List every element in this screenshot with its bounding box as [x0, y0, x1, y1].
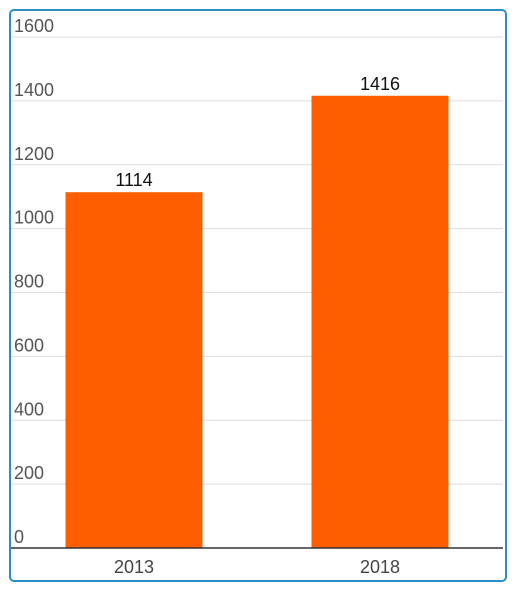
- y-tick-label-1600: 1600: [14, 16, 54, 36]
- bar-2013: [65, 192, 203, 548]
- y-tick-label-0: 0: [14, 527, 24, 547]
- data-labels: 1114 1416: [115, 74, 400, 190]
- bars: [65, 95, 449, 548]
- x-tick-label-2018: 2018: [360, 557, 400, 577]
- y-tick-label-200: 200: [14, 463, 44, 483]
- x-tick-label-2013: 2013: [114, 557, 154, 577]
- y-tick-label-400: 400: [14, 399, 44, 419]
- y-axis-ticks: 0 200 400 600 800 1000 1200 1400 1600: [14, 16, 54, 547]
- data-label-2013: 1114: [115, 170, 152, 190]
- y-tick-label-1000: 1000: [14, 208, 54, 228]
- y-tick-label-1200: 1200: [14, 144, 54, 164]
- bar-2018: [311, 95, 449, 548]
- y-tick-label-1400: 1400: [14, 80, 54, 100]
- data-label-2018: 1416: [360, 74, 400, 94]
- y-tick-label-600: 600: [14, 335, 44, 355]
- x-axis-ticks: 2013 2018: [114, 557, 400, 577]
- y-tick-label-800: 800: [14, 272, 44, 292]
